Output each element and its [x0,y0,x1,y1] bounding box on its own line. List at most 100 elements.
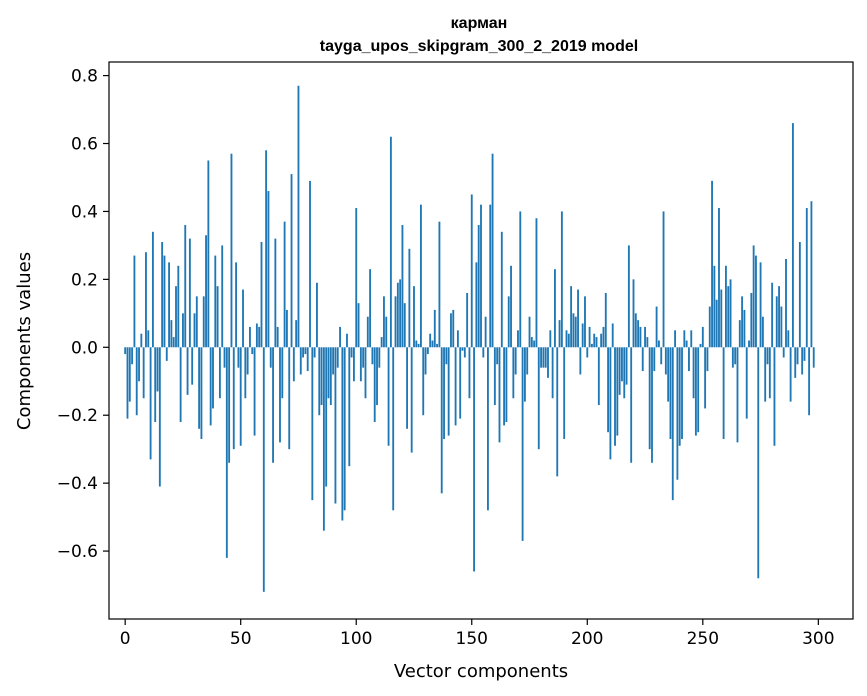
bar [429,333,432,348]
bar [207,160,210,348]
bar [597,347,600,406]
bar [470,194,473,348]
bar [671,347,674,501]
bar [230,153,233,348]
bar [764,347,767,402]
bar [396,282,399,348]
bar [128,347,131,402]
bar [239,347,242,446]
bar [752,245,755,348]
bar [697,347,700,433]
y-tick-label: 0.2 [71,270,98,290]
bar [191,347,194,385]
x-tick-label: 250 [687,629,719,649]
bar [480,204,482,348]
bar [662,211,665,348]
bar [565,330,568,348]
bar [757,347,760,579]
bar [614,347,616,446]
x-tick-label: 100 [340,629,372,649]
bar [588,326,591,348]
bar [306,347,309,372]
y-axis-ticks: −0.6 −0.4 −0.2 0.0 0.2 0.4 0.6 0.8 [57,67,109,562]
bar [503,347,506,426]
bar [761,316,764,348]
bar [295,320,298,348]
bar [406,347,408,429]
bar [669,347,672,439]
bar [394,296,397,348]
bar [327,347,330,399]
bar [487,347,489,511]
bar [634,313,637,348]
bar [794,347,797,378]
bar [154,347,157,423]
bar [369,269,372,348]
bar [731,347,734,368]
bar [408,248,411,348]
bar [609,347,612,460]
bar [339,326,341,348]
bar [586,347,589,358]
bar [708,306,711,348]
bar [440,347,443,494]
bar [785,258,787,348]
bar [426,347,429,355]
bar [667,347,670,402]
bar [124,347,127,355]
bar [133,255,136,348]
bar [225,347,228,558]
bar [771,282,774,348]
bar [577,289,579,348]
bar [299,347,302,375]
bar [188,238,191,348]
bar [517,330,519,348]
bar [808,347,811,416]
x-tick-label: 0 [120,629,131,649]
bar [417,343,420,348]
bar [267,191,270,348]
chart-title: карман [451,15,508,32]
bar [318,347,321,416]
bar [200,347,203,439]
bar [343,347,346,511]
bar [385,316,388,348]
bar [403,303,406,348]
bar [676,347,679,480]
bar [694,347,697,436]
bar [433,309,436,348]
bar [787,330,790,348]
bar [798,242,801,348]
bar [297,85,300,348]
bar [348,347,351,467]
bar [193,313,196,348]
bar [468,347,471,399]
bar [473,347,475,572]
bar [535,218,538,348]
bar [214,255,217,348]
bar [549,330,552,348]
bar [581,323,584,348]
bar [630,347,633,463]
x-tick-label: 150 [456,629,488,649]
bar [161,242,164,348]
y-tick-label: 0.4 [71,202,98,222]
bar [258,326,261,348]
bar [209,347,212,426]
bar [602,326,605,348]
bar [387,347,390,446]
x-tick-label: 50 [230,629,252,649]
bar [357,303,360,348]
bar [431,340,434,348]
x-axis-ticks: 0 50 100 150 200 250 300 [120,619,835,649]
bar [530,337,533,348]
bar [683,330,686,348]
bar [584,296,586,348]
bar [336,347,339,368]
bar [325,347,328,487]
bar [768,347,771,399]
bar [812,347,815,368]
bar [184,225,187,348]
bar [706,347,709,372]
